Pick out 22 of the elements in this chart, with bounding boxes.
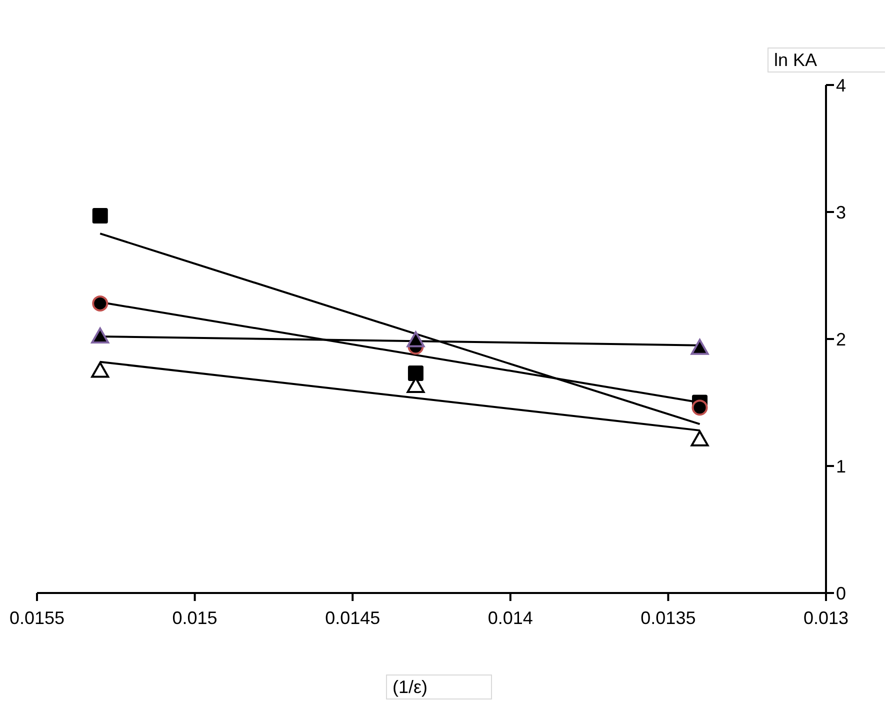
x-tick-label: 0.0155 (9, 608, 65, 628)
point (91, 327, 110, 344)
x-tick-label: 0.015 (172, 608, 218, 628)
point (692, 400, 708, 416)
point (690, 430, 709, 446)
x-axis-title: (1/ε) (392, 677, 428, 697)
x-tick-label: 0.013 (803, 608, 849, 628)
y-axis-title: ln KA (774, 50, 818, 70)
y-tick-label: 2 (836, 329, 846, 350)
point (690, 338, 709, 355)
point (408, 366, 424, 382)
x-tick-label: 0.0135 (640, 608, 696, 628)
y-tick-label: 3 (836, 202, 846, 222)
x-tick-label: 0.0145 (325, 608, 380, 628)
point (406, 331, 425, 348)
y-tick-label: 1 (836, 456, 846, 476)
point (92, 295, 108, 312)
y-tick-label: 0 (836, 583, 846, 604)
y-tick-label: 4 (836, 75, 846, 96)
point (92, 208, 108, 224)
point (91, 362, 110, 378)
x-tick-label: 0.014 (488, 608, 533, 628)
